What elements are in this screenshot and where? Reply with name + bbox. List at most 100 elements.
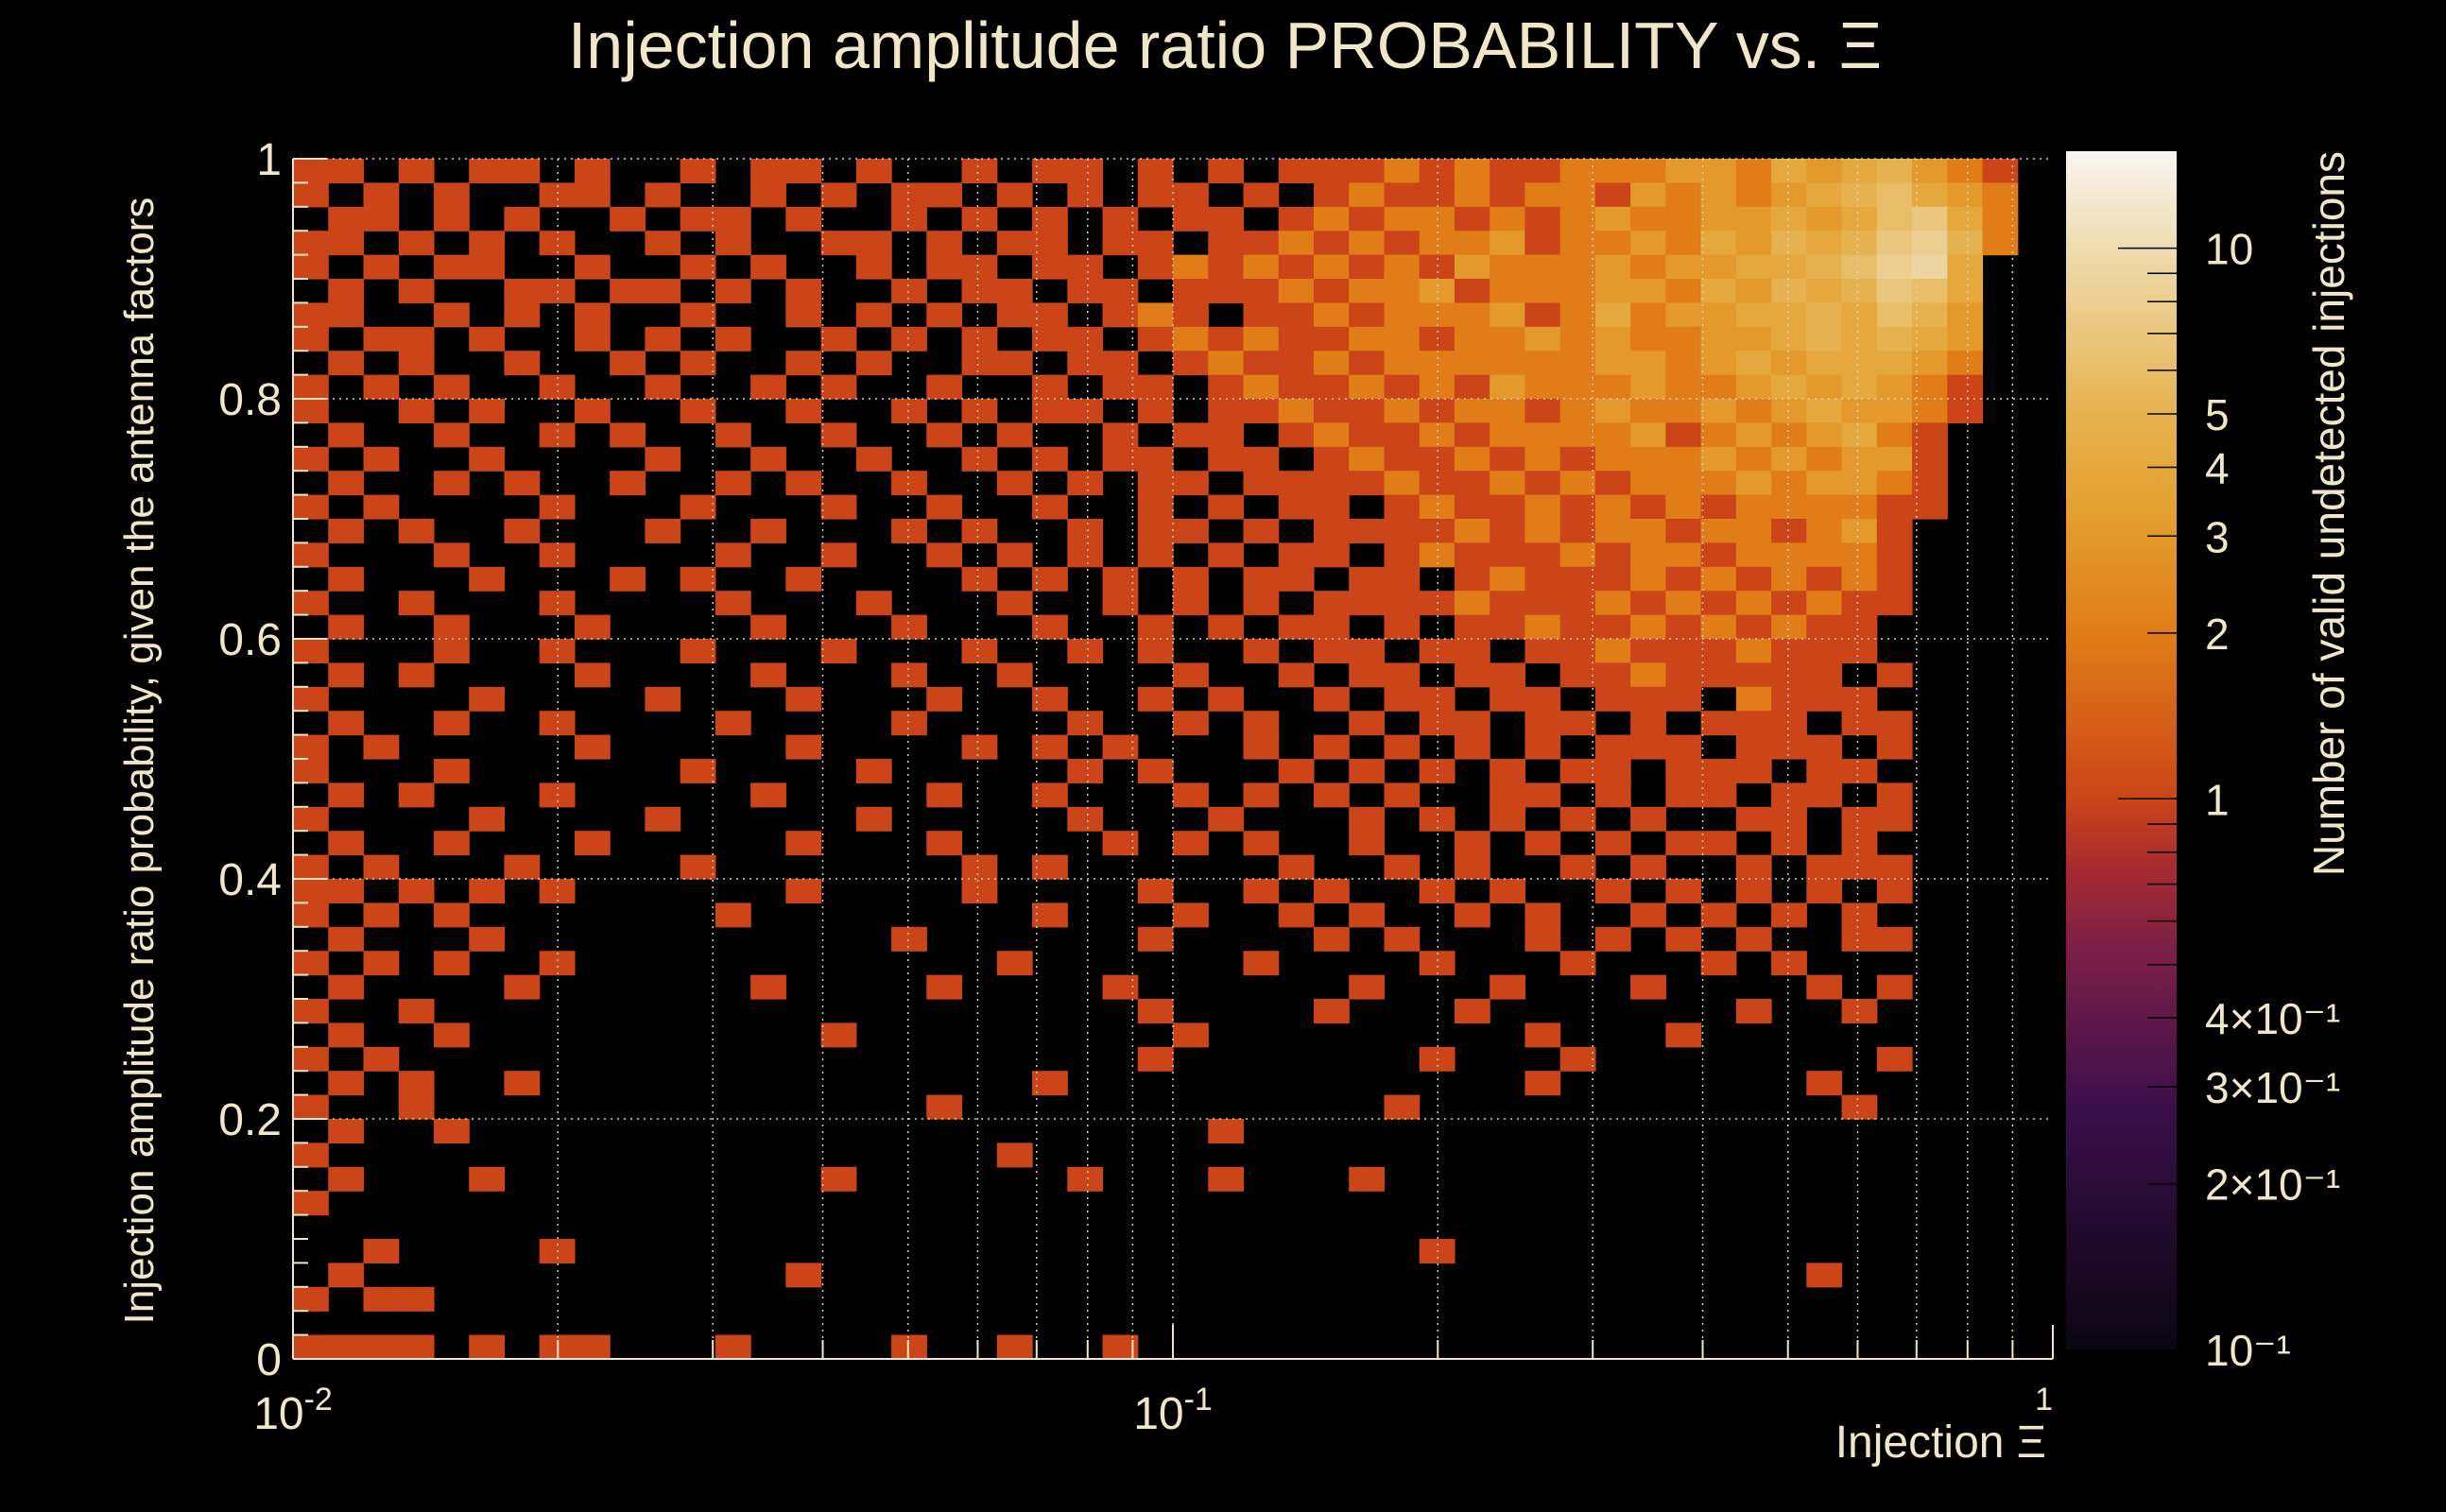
heatmap-cell — [1876, 662, 1913, 688]
heatmap-cell — [293, 1286, 329, 1312]
heatmap-cell — [926, 302, 963, 328]
heatmap-cell — [1630, 471, 1666, 496]
heatmap-cell — [328, 1263, 365, 1288]
heatmap-cell — [1349, 566, 1386, 592]
heatmap-cell — [1700, 639, 1737, 663]
heatmap-cell — [1771, 734, 1807, 760]
heatmap-cell — [1208, 614, 1245, 640]
heatmap-cell — [1384, 422, 1421, 448]
heatmap-cell — [433, 254, 470, 280]
heatmap-cell — [1771, 399, 1807, 423]
heatmap-cell — [1735, 734, 1772, 760]
color-scale-bar — [2066, 151, 2177, 1349]
heatmap-cell — [1665, 566, 1702, 592]
heatmap-cell — [1524, 182, 1561, 208]
heatmap-cell — [1771, 351, 1807, 376]
heatmap-cell — [574, 159, 611, 183]
heatmap-cell — [645, 279, 681, 303]
heatmap-cell — [1594, 566, 1631, 592]
heatmap-cell — [891, 711, 927, 736]
heatmap-cell — [1665, 326, 1702, 352]
heatmap-cell — [680, 759, 716, 783]
color-scale-label: 3 — [2205, 512, 2230, 561]
heatmap-cell — [1806, 1071, 1843, 1096]
heatmap-cell — [715, 591, 751, 616]
heatmap-cell — [1841, 374, 1878, 400]
heatmap-cell — [1454, 566, 1490, 592]
heatmap-cell — [1630, 446, 1666, 472]
heatmap-cell — [1278, 542, 1315, 568]
heatmap-cell — [996, 662, 1033, 688]
heatmap-cell — [961, 519, 998, 543]
heatmap-cell — [1841, 302, 1878, 328]
heatmap-cell — [1594, 879, 1631, 903]
heatmap-cell — [1067, 159, 1104, 183]
heatmap-cell — [1454, 471, 1490, 496]
heatmap-cell — [293, 999, 329, 1023]
heatmap-cell — [1806, 734, 1843, 760]
heatmap-cell — [1384, 662, 1421, 688]
heatmap-cell — [1067, 182, 1104, 208]
heatmap-cell — [1243, 471, 1280, 496]
heatmap-cell — [574, 1334, 611, 1360]
heatmap-cell — [1490, 806, 1525, 832]
heatmap-cell — [504, 159, 541, 183]
heatmap-cell — [996, 422, 1033, 448]
heatmap-cell — [1947, 351, 1984, 376]
heatmap-cell — [1032, 254, 1068, 280]
heatmap-cell — [1419, 494, 1456, 520]
heatmap-cell — [1771, 422, 1807, 448]
heatmap-cell — [1208, 231, 1245, 256]
heatmap-cell — [363, 206, 400, 232]
heatmap-cell — [469, 926, 506, 952]
heatmap-cell — [1454, 326, 1490, 352]
heatmap-cell — [1524, 639, 1561, 663]
heatmap-cell — [1384, 231, 1421, 256]
heatmap-cell — [1559, 614, 1596, 640]
heatmap-cell — [1806, 231, 1843, 256]
heatmap-cell — [1771, 519, 1807, 543]
heatmap-cell — [1841, 471, 1878, 496]
heatmap-cell — [1594, 591, 1631, 616]
heatmap-cell — [1947, 254, 1984, 280]
heatmap-cell — [1735, 231, 1772, 256]
heatmap-cell — [1524, 926, 1561, 952]
heatmap-cell — [1559, 951, 1596, 976]
heatmap-cell — [1490, 614, 1525, 640]
axes: 10-2 10-1 1 0 0.2 0.4 0.6 0.8 1 — [218, 135, 2054, 1439]
heatmap-cell — [1278, 254, 1315, 280]
heatmap-cell — [1208, 422, 1245, 448]
heatmap-cell — [1876, 806, 1913, 832]
heatmap-cell — [1735, 614, 1772, 640]
heatmap-cell — [1806, 302, 1843, 328]
heatmap-cell — [785, 159, 822, 183]
heatmap-cell — [1559, 326, 1596, 352]
heatmap-cell — [504, 974, 541, 1000]
heatmap-cell — [1243, 831, 1280, 856]
heatmap-cell — [1384, 614, 1421, 640]
heatmap-cell — [785, 686, 822, 712]
heatmap-cell — [328, 1166, 365, 1192]
heatmap-cell — [1559, 542, 1596, 568]
heatmap-cell — [1806, 279, 1843, 303]
heatmap-cell — [1665, 302, 1702, 328]
heatmap-cell — [785, 879, 822, 903]
heatmap-cell — [433, 1119, 470, 1143]
heatmap-cell — [961, 326, 998, 352]
heatmap-cell — [1771, 831, 1807, 856]
heatmap-cell — [1665, 1022, 1702, 1048]
heatmap-cell — [328, 206, 365, 232]
heatmap-cell — [1419, 302, 1456, 328]
heatmap-cell — [1630, 326, 1666, 352]
heatmap-cell — [715, 471, 751, 496]
heatmap-cell — [293, 231, 329, 256]
heatmap-cell — [1490, 279, 1525, 303]
heatmap-cell — [1278, 279, 1315, 303]
heatmap-cell — [293, 854, 329, 880]
heatmap-cell — [1313, 591, 1350, 616]
heatmap-cell — [1524, 686, 1561, 712]
heatmap-cell — [1243, 782, 1280, 808]
heatmap-cell — [1559, 374, 1596, 400]
heatmap-cell — [433, 951, 470, 976]
heatmap-cell — [1173, 1022, 1209, 1048]
